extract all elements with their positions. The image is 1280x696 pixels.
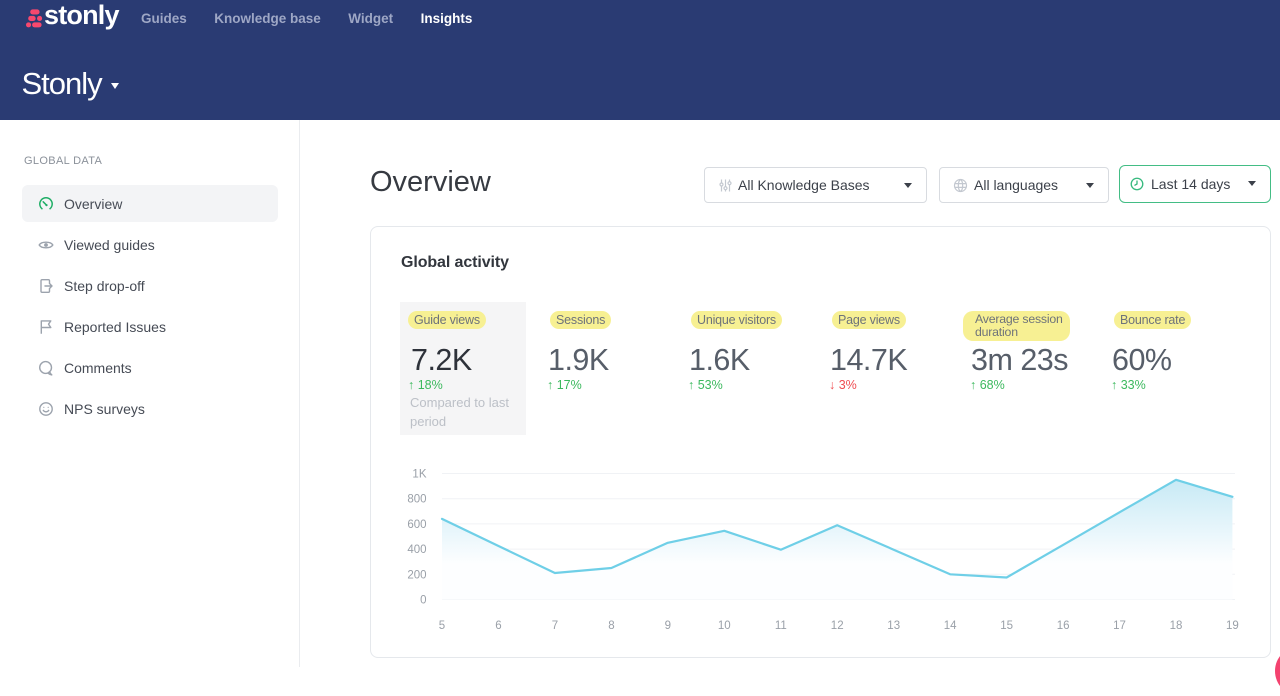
svg-text:11: 11	[775, 620, 787, 632]
svg-text:17: 17	[1113, 620, 1126, 632]
svg-text:400: 400	[407, 544, 426, 556]
svg-text:12: 12	[831, 620, 844, 632]
svg-text:200: 200	[407, 569, 426, 581]
svg-text:5: 5	[439, 620, 445, 632]
svg-text:800: 800	[407, 494, 426, 506]
svg-text:15: 15	[1000, 620, 1013, 632]
svg-text:13: 13	[887, 620, 900, 632]
svg-text:8: 8	[608, 620, 614, 632]
svg-text:600: 600	[407, 519, 426, 531]
svg-text:14: 14	[944, 620, 957, 632]
svg-text:10: 10	[718, 620, 731, 632]
svg-text:16: 16	[1057, 620, 1070, 632]
svg-text:7: 7	[552, 620, 558, 632]
svg-text:0: 0	[420, 595, 426, 607]
svg-text:1K: 1K	[412, 469, 426, 481]
svg-text:6: 6	[495, 620, 501, 632]
svg-text:9: 9	[665, 620, 671, 632]
svg-text:18: 18	[1170, 620, 1183, 632]
svg-text:19: 19	[1226, 620, 1239, 632]
